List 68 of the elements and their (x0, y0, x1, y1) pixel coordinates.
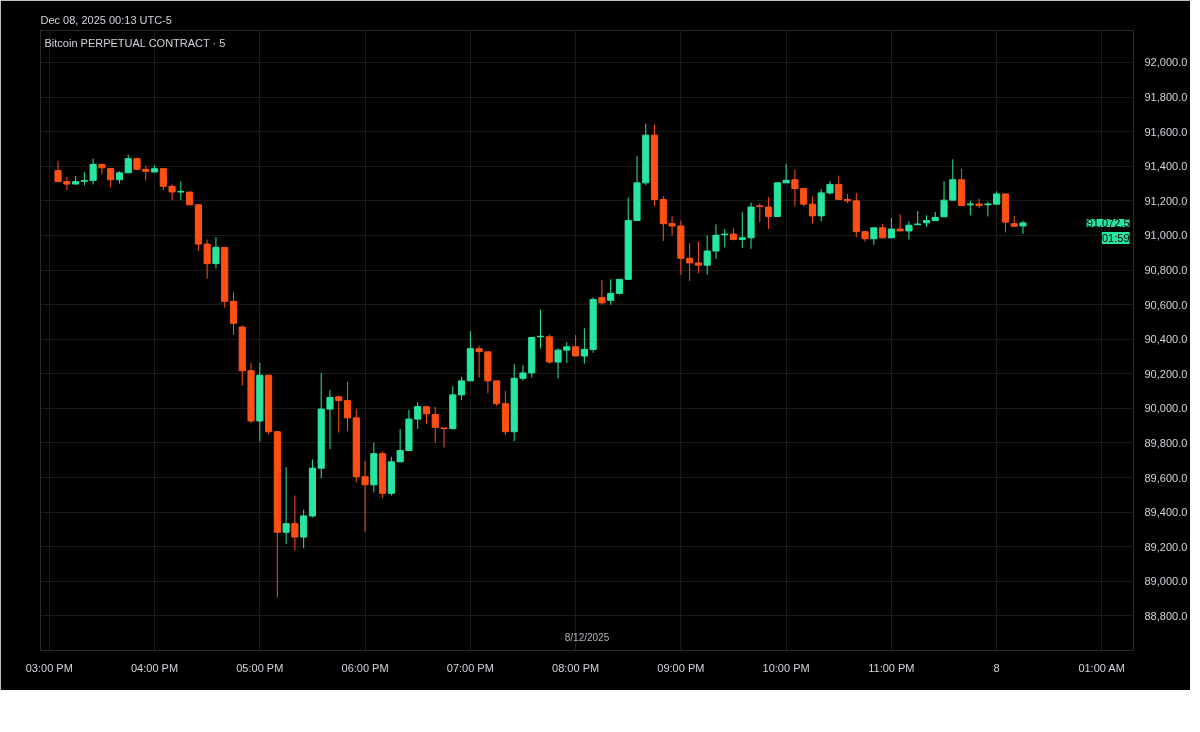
candlestick (580, 327, 588, 365)
candlestick (712, 223, 720, 260)
candlestick (835, 175, 843, 200)
candlestick (124, 154, 132, 174)
candlestick (887, 217, 895, 239)
y-tick-label: 89,000.0 (1144, 575, 1188, 588)
candlestick (300, 509, 308, 549)
y-tick-label: 90,800.0 (1144, 264, 1188, 277)
annotation: 91,072.5 (1086, 216, 1130, 229)
candlestick (572, 334, 580, 357)
x-tick-label: 03:00 PM (25, 661, 73, 674)
candlestick (703, 234, 711, 276)
chart-subtitle: Dec 08, 2025 00:13 UTC-5 (40, 13, 172, 26)
y-tick-label: 89,200.0 (1144, 540, 1188, 553)
candlestick (975, 198, 983, 209)
candlestick (326, 389, 334, 450)
y-tick-label: 90,400.0 (1144, 333, 1188, 346)
y-tick-label: 88,800.0 (1144, 609, 1188, 622)
candlestick (440, 427, 448, 448)
candlestick (343, 381, 352, 432)
annotation: 01:59 (1101, 231, 1130, 244)
candlestick (107, 168, 115, 189)
candlestick (98, 162, 106, 175)
x-tick-label: 09:00 PM (657, 661, 705, 674)
candlestick (554, 347, 562, 379)
y-tick-label: 89,800.0 (1144, 436, 1188, 449)
candlestick (431, 406, 439, 444)
x-tick-label: 04:00 PM (131, 661, 179, 674)
text: Bitcoin PERPETUAL CONTRACT · 5 (44, 36, 226, 49)
candlestick (694, 241, 702, 274)
x-tick-label: 01:00 AM (1078, 661, 1125, 674)
candlestick (229, 291, 238, 336)
candlestick (563, 341, 571, 364)
x-tick-label: 06:00 PM (341, 661, 389, 674)
candlestick (721, 228, 729, 248)
x-tick-label: 10:00 PM (762, 661, 810, 674)
y-tick-label: 89,400.0 (1144, 506, 1188, 519)
x-tick-label: 07:00 PM (446, 661, 494, 674)
candlestick (668, 215, 676, 237)
y-tick-label: 91,600.0 (1144, 125, 1188, 138)
candlestick (282, 466, 290, 545)
candlestick (808, 195, 817, 225)
annotation: 8/12/2025 (564, 631, 610, 643)
x-tick-label: 08:00 PM (552, 661, 600, 674)
candlestick (756, 202, 764, 223)
y-tick-label: 92,000.0 (1144, 56, 1188, 69)
candlestick (598, 279, 606, 306)
x-tick-label: 8 (993, 661, 1000, 674)
y-tick-label: 89,600.0 (1144, 471, 1188, 484)
y-tick-label: 90,000.0 (1144, 402, 1188, 415)
candlestick (1019, 220, 1027, 235)
y-tick-label: 91,000.0 (1144, 229, 1188, 242)
y-tick-label: 91,400.0 (1144, 160, 1188, 173)
candlestick (177, 180, 185, 201)
candlestick (335, 395, 343, 434)
y-tick-label: 90,200.0 (1144, 367, 1188, 380)
y-tick-label: 90,600.0 (1144, 298, 1188, 311)
candlestick (686, 242, 694, 282)
x-tick-label: 05:00 PM (236, 661, 284, 674)
candlestick (361, 460, 369, 533)
candlestick (765, 196, 773, 230)
candlestick (607, 278, 615, 306)
candlestick (905, 220, 913, 240)
candlestick (212, 236, 220, 270)
x-tick-label: 11:00 PM (868, 661, 915, 674)
candlestick (291, 495, 299, 552)
y-tick-label: 91,200.0 (1144, 194, 1188, 207)
y-tick-label: 91,800.0 (1144, 91, 1188, 104)
